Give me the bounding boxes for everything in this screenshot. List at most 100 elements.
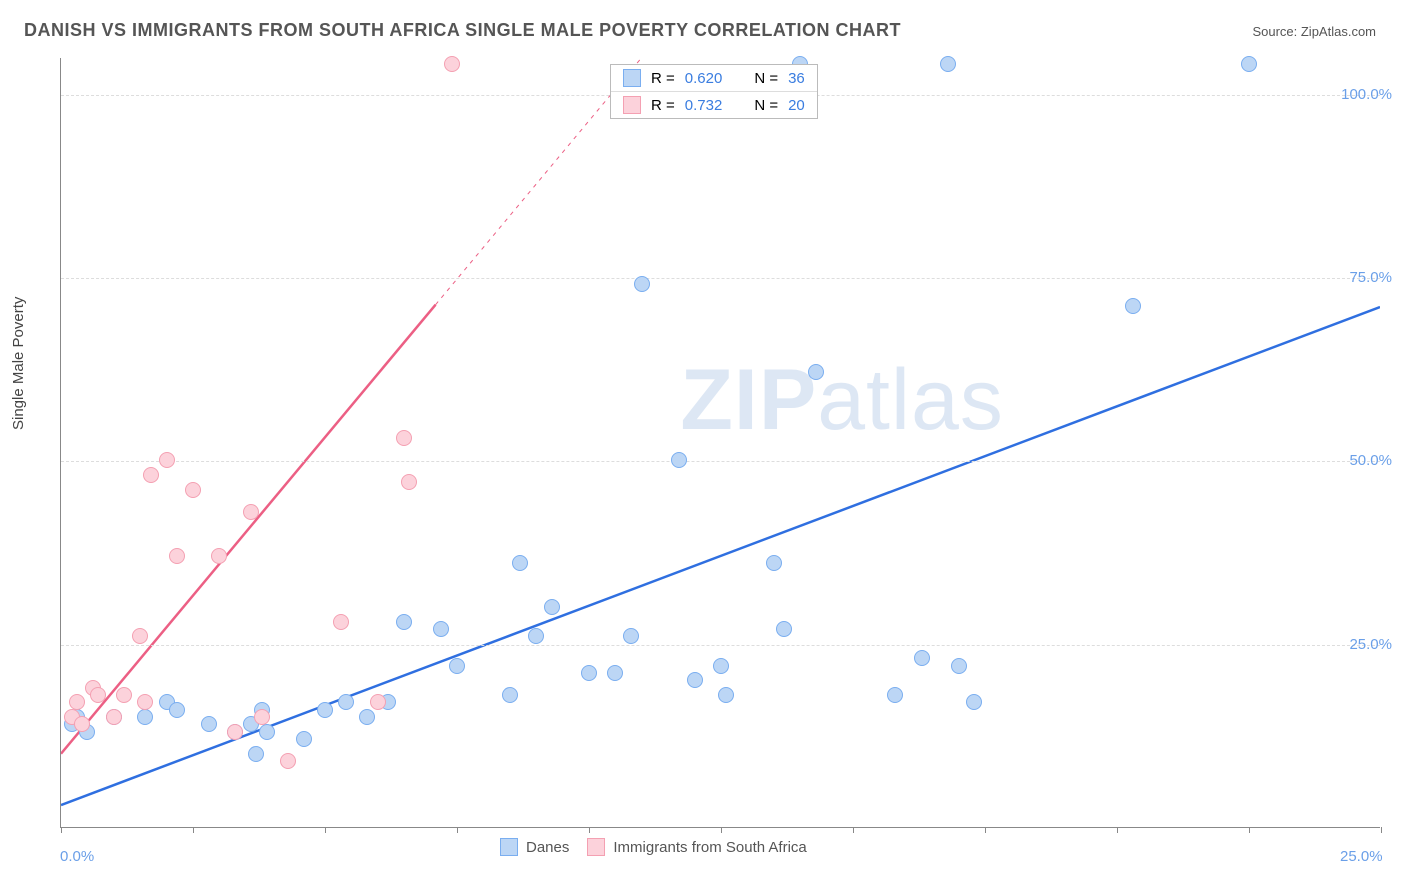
data-point-danes: [1125, 298, 1141, 314]
y-tick-label: 100.0%: [1341, 86, 1392, 103]
x-tick: [457, 827, 458, 833]
x-tick-label: 25.0%: [1340, 848, 1383, 865]
data-point-immigrants: [116, 687, 132, 703]
source-label: Source: ZipAtlas.com: [1252, 24, 1376, 39]
x-tick: [1381, 827, 1382, 833]
stat-r-value: 0.732: [685, 97, 723, 114]
data-point-immigrants: [74, 716, 90, 732]
legend-label-immigrants: Immigrants from South Africa: [613, 839, 806, 856]
data-point-danes: [296, 731, 312, 747]
data-point-danes: [259, 724, 275, 740]
data-point-danes: [338, 694, 354, 710]
data-point-immigrants: [169, 548, 185, 564]
stat-n-value: 36: [788, 70, 805, 87]
data-point-danes: [940, 56, 956, 72]
data-point-danes: [512, 555, 528, 571]
x-tick: [1117, 827, 1118, 833]
data-point-danes: [1241, 56, 1257, 72]
stat-r-label: R =: [651, 97, 675, 114]
data-point-immigrants: [159, 452, 175, 468]
stat-r-label: R =: [651, 70, 675, 87]
stats-row-danes: R = 0.620 N = 36: [611, 65, 817, 91]
data-point-danes: [449, 658, 465, 674]
data-point-immigrants: [401, 474, 417, 490]
data-point-immigrants: [280, 753, 296, 769]
stats-row-immigrants: R = 0.732 N = 20: [611, 91, 817, 118]
data-point-danes: [966, 694, 982, 710]
x-tick: [193, 827, 194, 833]
data-point-danes: [396, 614, 412, 630]
data-point-immigrants: [132, 628, 148, 644]
data-point-danes: [248, 746, 264, 762]
gridline-h: [61, 278, 1380, 279]
data-point-danes: [951, 658, 967, 674]
data-point-danes: [687, 672, 703, 688]
y-axis-label: Single Male Poverty: [10, 297, 27, 430]
data-point-immigrants: [137, 694, 153, 710]
data-point-danes: [359, 709, 375, 725]
legend-item-danes: Danes: [500, 838, 569, 856]
x-tick: [61, 827, 62, 833]
x-tick: [721, 827, 722, 833]
data-point-danes: [528, 628, 544, 644]
legend-swatch-danes: [500, 838, 518, 856]
legend-swatch-immigrants: [587, 838, 605, 856]
data-point-immigrants: [227, 724, 243, 740]
data-point-danes: [713, 658, 729, 674]
data-point-immigrants: [254, 709, 270, 725]
swatch-danes: [623, 69, 641, 87]
data-point-immigrants: [106, 709, 122, 725]
data-point-danes: [766, 555, 782, 571]
plot-area: [60, 58, 1380, 828]
data-point-immigrants: [444, 56, 460, 72]
x-tick: [325, 827, 326, 833]
data-point-danes: [623, 628, 639, 644]
data-point-danes: [502, 687, 518, 703]
swatch-immigrants: [623, 96, 641, 114]
legend-label-danes: Danes: [526, 839, 569, 856]
data-point-immigrants: [243, 504, 259, 520]
data-point-danes: [581, 665, 597, 681]
legend: Danes Immigrants from South Africa: [500, 838, 807, 856]
data-point-danes: [607, 665, 623, 681]
data-point-danes: [201, 716, 217, 732]
data-point-danes: [808, 364, 824, 380]
legend-item-immigrants: Immigrants from South Africa: [587, 838, 806, 856]
data-point-immigrants: [185, 482, 201, 498]
stat-n-label: N =: [754, 97, 778, 114]
data-point-immigrants: [90, 687, 106, 703]
data-point-immigrants: [69, 694, 85, 710]
y-tick-label: 25.0%: [1349, 636, 1392, 653]
stat-n-value: 20: [788, 97, 805, 114]
data-point-danes: [433, 621, 449, 637]
data-point-immigrants: [396, 430, 412, 446]
chart-title: DANISH VS IMMIGRANTS FROM SOUTH AFRICA S…: [24, 20, 901, 41]
gridline-h: [61, 645, 1380, 646]
data-point-immigrants: [333, 614, 349, 630]
data-point-danes: [317, 702, 333, 718]
gridline-h: [61, 461, 1380, 462]
data-point-danes: [137, 709, 153, 725]
data-point-danes: [634, 276, 650, 292]
x-tick-label: 0.0%: [60, 848, 94, 865]
x-tick: [985, 827, 986, 833]
y-tick-label: 50.0%: [1349, 452, 1392, 469]
stat-n-label: N =: [754, 70, 778, 87]
data-point-immigrants: [370, 694, 386, 710]
data-point-danes: [776, 621, 792, 637]
data-point-danes: [169, 702, 185, 718]
y-tick-label: 75.0%: [1349, 269, 1392, 286]
chart-container: DANISH VS IMMIGRANTS FROM SOUTH AFRICA S…: [0, 0, 1406, 892]
data-point-danes: [887, 687, 903, 703]
data-point-danes: [914, 650, 930, 666]
data-point-immigrants: [143, 467, 159, 483]
x-tick: [1249, 827, 1250, 833]
data-point-immigrants: [211, 548, 227, 564]
x-tick: [853, 827, 854, 833]
data-point-danes: [671, 452, 687, 468]
data-point-danes: [544, 599, 560, 615]
data-point-danes: [718, 687, 734, 703]
x-tick: [589, 827, 590, 833]
stats-box: R = 0.620 N = 36 R = 0.732 N = 20: [610, 64, 818, 119]
stat-r-value: 0.620: [685, 70, 723, 87]
